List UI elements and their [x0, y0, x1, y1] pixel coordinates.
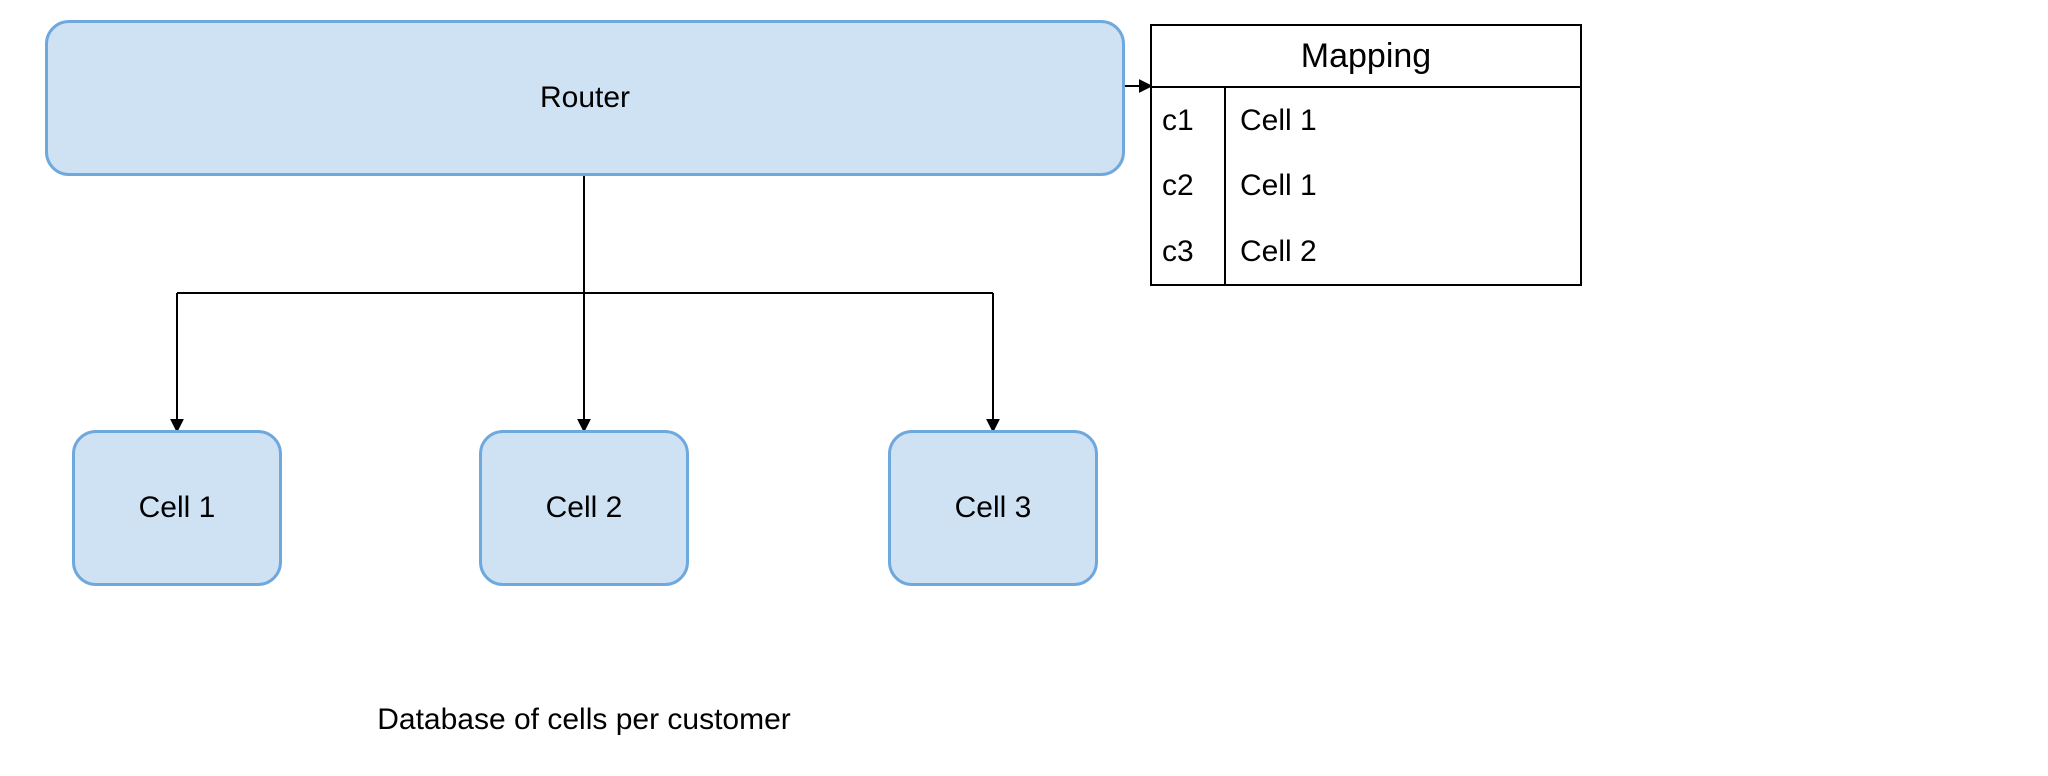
mapping-key: c2 [1151, 153, 1225, 219]
mapping-key: c3 [1151, 219, 1225, 285]
router-label: Router [540, 81, 630, 115]
mapping-row: c2Cell 1 [1151, 153, 1581, 219]
mapping-value: Cell 2 [1225, 219, 1581, 285]
cell2-label: Cell 2 [546, 491, 623, 525]
mapping-key: c1 [1151, 87, 1225, 153]
mapping-value: Cell 1 [1225, 153, 1581, 219]
cell1-label: Cell 1 [139, 491, 216, 525]
diagram-caption: Database of cells per customer [377, 703, 791, 737]
mapping-value: Cell 1 [1225, 87, 1581, 153]
cell3-label: Cell 3 [955, 491, 1032, 525]
cell3-node: Cell 3 [888, 430, 1098, 586]
mapping-table: Mapping c1Cell 1c2Cell 1c3Cell 2 [1150, 24, 1582, 286]
router-node: Router [45, 20, 1125, 176]
mapping-table-header-row: Mapping [1151, 25, 1581, 87]
mapping-row: c3Cell 2 [1151, 219, 1581, 285]
diagram-canvas: Router Cell 1 Cell 2 Cell 3 Mapping c1Ce… [0, 0, 2048, 776]
cell1-node: Cell 1 [72, 430, 282, 586]
cell2-node: Cell 2 [479, 430, 689, 586]
mapping-row: c1Cell 1 [1151, 87, 1581, 153]
mapping-table-title: Mapping [1151, 25, 1581, 87]
